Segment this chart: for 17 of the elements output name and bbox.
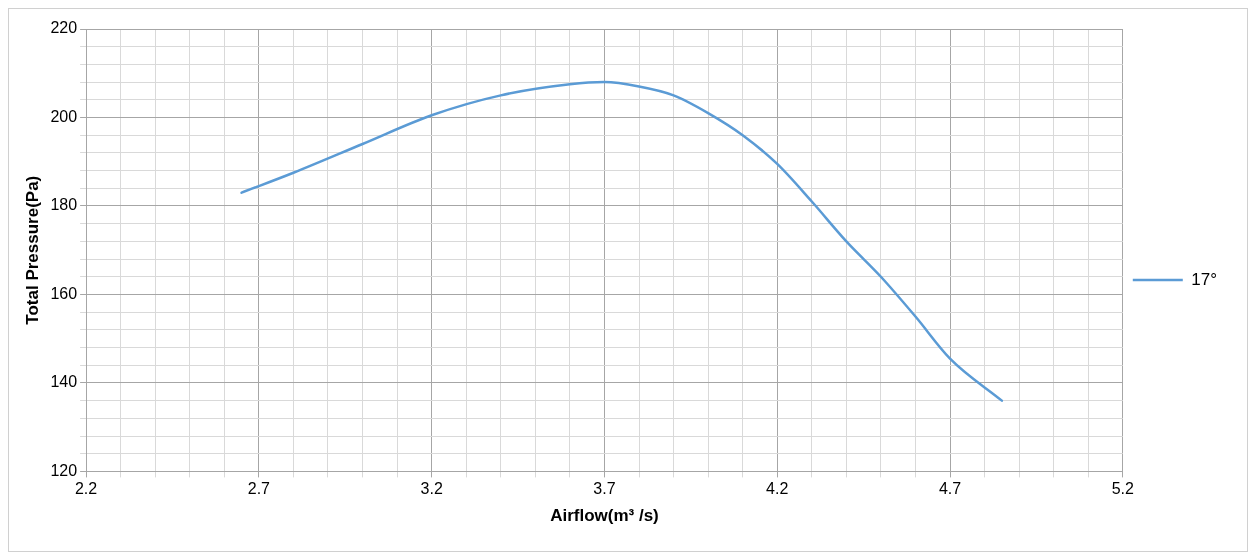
y-tick-label: 180 [50, 196, 78, 214]
x-tick-label: 2.2 [74, 480, 98, 498]
y-tick-label: 120 [50, 461, 78, 479]
x-tick-label: 3.2 [420, 480, 443, 498]
y-tick-label: 160 [50, 284, 78, 302]
x-axis-title: Airflow(m³ /s) [550, 506, 659, 526]
y-tick-label: 140 [50, 373, 78, 391]
x-tick-label: 3.7 [593, 480, 616, 498]
x-tick-label: 5.2 [1111, 480, 1135, 498]
y-tick-label: 200 [50, 107, 78, 125]
x-tick-label: 4.7 [938, 480, 962, 498]
x-tick-label: 2.7 [247, 480, 271, 498]
x-tick-label: 4.2 [766, 480, 789, 498]
line-series [240, 80, 1004, 402]
y-tick-label: 220 [50, 19, 78, 37]
legend-label: 17° [1191, 269, 1218, 289]
y-axis-title: Total Pressure(Pa) [22, 175, 42, 325]
